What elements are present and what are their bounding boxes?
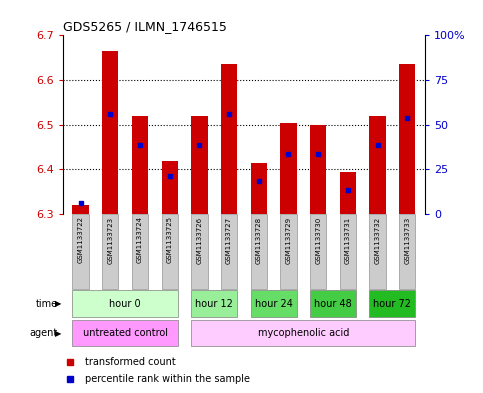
- Bar: [280, 123, 297, 214]
- Text: GSM1133732: GSM1133732: [374, 217, 381, 264]
- Bar: [191, 214, 208, 289]
- Text: GSM1133730: GSM1133730: [315, 217, 321, 264]
- Text: GSM1133723: GSM1133723: [107, 217, 114, 264]
- Bar: [161, 214, 178, 289]
- Bar: [251, 214, 267, 289]
- Bar: [221, 214, 237, 289]
- Bar: [369, 214, 386, 289]
- Text: untreated control: untreated control: [83, 328, 168, 338]
- Text: mycophenolic acid: mycophenolic acid: [257, 328, 349, 338]
- Bar: [161, 160, 178, 214]
- Bar: [191, 116, 208, 214]
- Text: transformed count: transformed count: [85, 356, 175, 367]
- Text: hour 24: hour 24: [255, 299, 293, 309]
- Bar: [221, 64, 237, 214]
- Bar: [399, 214, 415, 289]
- Text: GSM1133729: GSM1133729: [285, 217, 291, 264]
- Bar: [72, 205, 89, 214]
- Bar: [369, 116, 386, 214]
- Bar: [251, 290, 297, 317]
- Bar: [399, 64, 415, 214]
- Text: GSM1133726: GSM1133726: [197, 217, 202, 264]
- Bar: [72, 320, 178, 346]
- Text: hour 72: hour 72: [373, 299, 412, 309]
- Text: hour 48: hour 48: [314, 299, 352, 309]
- Bar: [72, 290, 178, 317]
- Text: GSM1133724: GSM1133724: [137, 217, 143, 263]
- Bar: [191, 290, 237, 317]
- Bar: [369, 290, 415, 317]
- Bar: [102, 214, 118, 289]
- Bar: [340, 172, 356, 214]
- Bar: [310, 125, 327, 214]
- Bar: [310, 290, 356, 317]
- Text: agent: agent: [30, 328, 58, 338]
- Text: GSM1133725: GSM1133725: [167, 217, 173, 263]
- Text: GSM1133728: GSM1133728: [256, 217, 262, 264]
- Bar: [280, 214, 297, 289]
- Bar: [310, 214, 327, 289]
- Text: GDS5265 / ILMN_1746515: GDS5265 / ILMN_1746515: [63, 20, 227, 33]
- Text: ▶: ▶: [55, 329, 61, 338]
- Text: time: time: [36, 299, 58, 309]
- Text: GSM1133727: GSM1133727: [226, 217, 232, 264]
- Text: percentile rank within the sample: percentile rank within the sample: [85, 374, 250, 384]
- Text: GSM1133722: GSM1133722: [78, 217, 84, 263]
- Bar: [251, 163, 267, 214]
- Bar: [102, 51, 118, 214]
- Bar: [72, 214, 89, 289]
- Text: GSM1133733: GSM1133733: [404, 217, 410, 264]
- Bar: [340, 214, 356, 289]
- Text: hour 12: hour 12: [195, 299, 233, 309]
- Text: GSM1133731: GSM1133731: [345, 217, 351, 264]
- Bar: [191, 320, 415, 346]
- Text: hour 0: hour 0: [109, 299, 141, 309]
- Bar: [132, 116, 148, 214]
- Bar: [132, 214, 148, 289]
- Text: ▶: ▶: [55, 299, 61, 308]
